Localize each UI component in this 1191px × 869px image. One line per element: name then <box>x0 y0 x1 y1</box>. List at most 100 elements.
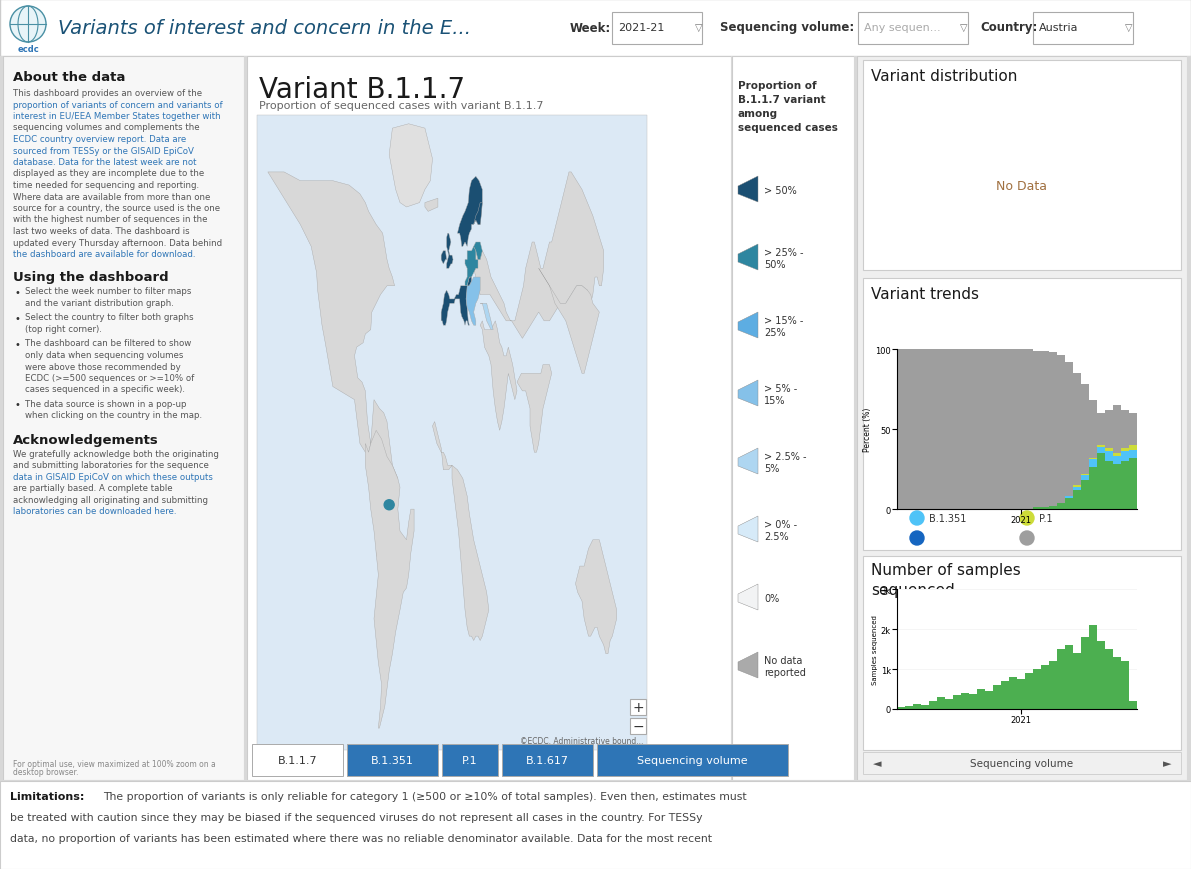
Y-axis label: Percent (%): Percent (%) <box>863 408 872 452</box>
Text: Austria: Austria <box>1039 23 1079 33</box>
Text: with the highest number of sequences in the: with the highest number of sequences in … <box>13 216 207 224</box>
Bar <box>978 689 985 709</box>
Text: desktop browser.: desktop browser. <box>13 767 79 776</box>
Polygon shape <box>425 199 438 212</box>
Bar <box>954 695 961 709</box>
Bar <box>1129 701 1136 709</box>
Bar <box>1056 503 1065 509</box>
Bar <box>1105 448 1114 452</box>
Bar <box>1097 447 1105 454</box>
Text: Variant B.1.1.7: Variant B.1.1.7 <box>258 76 466 104</box>
Text: B.1.617: B.1.617 <box>526 755 569 765</box>
Polygon shape <box>575 541 617 653</box>
Bar <box>1049 507 1056 509</box>
Polygon shape <box>447 234 453 269</box>
Text: The data source is shown in a pop-up: The data source is shown in a pop-up <box>25 400 187 408</box>
Bar <box>1065 362 1073 509</box>
Polygon shape <box>738 381 757 407</box>
Y-axis label: Samples sequenced: Samples sequenced <box>872 614 878 684</box>
Bar <box>1089 401 1097 509</box>
FancyBboxPatch shape <box>863 556 1181 750</box>
FancyBboxPatch shape <box>630 700 646 715</box>
Bar <box>953 349 961 509</box>
Polygon shape <box>474 173 604 339</box>
Bar <box>1089 468 1097 509</box>
Text: Select the week number to filter maps: Select the week number to filter maps <box>25 287 192 296</box>
Text: Variant distribution: Variant distribution <box>871 69 1017 84</box>
Text: +: + <box>632 700 644 714</box>
Bar <box>961 349 969 509</box>
Bar <box>1089 458 1097 460</box>
Bar <box>1097 641 1104 709</box>
Text: B.1.1.7: B.1.1.7 <box>969 494 1003 503</box>
Bar <box>1034 669 1041 709</box>
FancyBboxPatch shape <box>612 13 701 45</box>
Text: Sequencing volume: Sequencing volume <box>971 758 1073 768</box>
Bar <box>1129 446 1137 450</box>
Bar <box>1065 498 1073 509</box>
FancyBboxPatch shape <box>1033 13 1133 45</box>
Text: updated every Thursday afternoon. Data behind: updated every Thursday afternoon. Data b… <box>13 238 223 247</box>
Bar <box>1114 657 1121 709</box>
FancyBboxPatch shape <box>252 744 343 776</box>
Text: data, no proportion of variants has been estimated where there was no reliable d: data, no proportion of variants has been… <box>10 833 712 843</box>
Text: laboratories can be downloaded here.: laboratories can be downloaded here. <box>13 507 176 516</box>
Polygon shape <box>738 516 757 542</box>
Bar <box>1097 446 1105 447</box>
Bar <box>1089 460 1097 468</box>
Bar <box>1097 414 1105 509</box>
Text: sequencing volumes and complements the: sequencing volumes and complements the <box>13 123 200 132</box>
Text: > 50%: > 50% <box>763 186 797 196</box>
Text: acknowledging all originating and submitting: acknowledging all originating and submit… <box>13 495 208 504</box>
Polygon shape <box>480 304 493 330</box>
FancyBboxPatch shape <box>863 279 1181 550</box>
FancyBboxPatch shape <box>0 781 1191 869</box>
Bar <box>1049 353 1056 509</box>
Text: time needed for sequencing and reporting.: time needed for sequencing and reporting… <box>13 181 199 189</box>
Bar <box>1033 351 1041 509</box>
Polygon shape <box>738 313 757 339</box>
Bar <box>1114 406 1121 509</box>
Bar <box>1121 448 1129 452</box>
Text: P.1: P.1 <box>1039 514 1053 523</box>
Bar <box>1073 374 1081 509</box>
Text: and submitting laboratories for the sequence: and submitting laboratories for the sequ… <box>13 461 208 470</box>
Text: database. Data for the latest week are not: database. Data for the latest week are n… <box>13 158 197 167</box>
Text: Select the country to filter both graphs: Select the country to filter both graphs <box>25 313 194 322</box>
Bar <box>1049 661 1056 709</box>
Bar <box>1105 649 1112 709</box>
Polygon shape <box>738 245 757 270</box>
Text: B.1.351: B.1.351 <box>372 755 414 765</box>
Bar <box>1105 410 1114 509</box>
Circle shape <box>385 501 394 510</box>
Text: when clicking on the country in the map.: when clicking on the country in the map. <box>25 411 202 420</box>
Text: For optimal use, view maximized at 100% zoom on a: For optimal use, view maximized at 100% … <box>13 760 216 768</box>
Bar <box>1009 349 1017 509</box>
Text: •: • <box>15 400 21 409</box>
Bar <box>946 700 953 709</box>
Text: The proportion of variants is only reliable for category 1 (≥500 or ≥10% of tota: The proportion of variants is only relia… <box>102 791 747 801</box>
Bar <box>1122 661 1129 709</box>
Text: ECDC country overview report. Data are: ECDC country overview report. Data are <box>13 135 186 144</box>
Bar <box>985 349 993 509</box>
Text: are partially based. A complete table: are partially based. A complete table <box>13 484 173 493</box>
Polygon shape <box>738 584 757 610</box>
Bar <box>1081 385 1089 509</box>
Circle shape <box>1019 512 1034 526</box>
Text: We gratefully acknowledge both the originating: We gratefully acknowledge both the origi… <box>13 449 219 459</box>
Text: ©ECDC. Administrative bound...: ©ECDC. Administrative bound... <box>519 736 643 745</box>
Bar <box>922 705 929 709</box>
FancyBboxPatch shape <box>863 753 1181 774</box>
Bar <box>1129 414 1137 509</box>
Bar <box>1041 351 1049 509</box>
Polygon shape <box>538 269 599 374</box>
Bar <box>1081 637 1089 709</box>
Bar <box>1081 474 1089 476</box>
Text: last two weeks of data. The dashboard is: last two weeks of data. The dashboard is <box>13 227 189 235</box>
Bar <box>1105 461 1114 509</box>
Text: Sequencing volume:: Sequencing volume: <box>721 22 854 35</box>
Text: Variant trends: Variant trends <box>871 287 979 302</box>
Text: This dashboard provides an overview of the: This dashboard provides an overview of t… <box>13 89 202 98</box>
Bar <box>1121 452 1129 461</box>
Text: source for a country, the source used is the one: source for a country, the source used is… <box>13 203 220 213</box>
